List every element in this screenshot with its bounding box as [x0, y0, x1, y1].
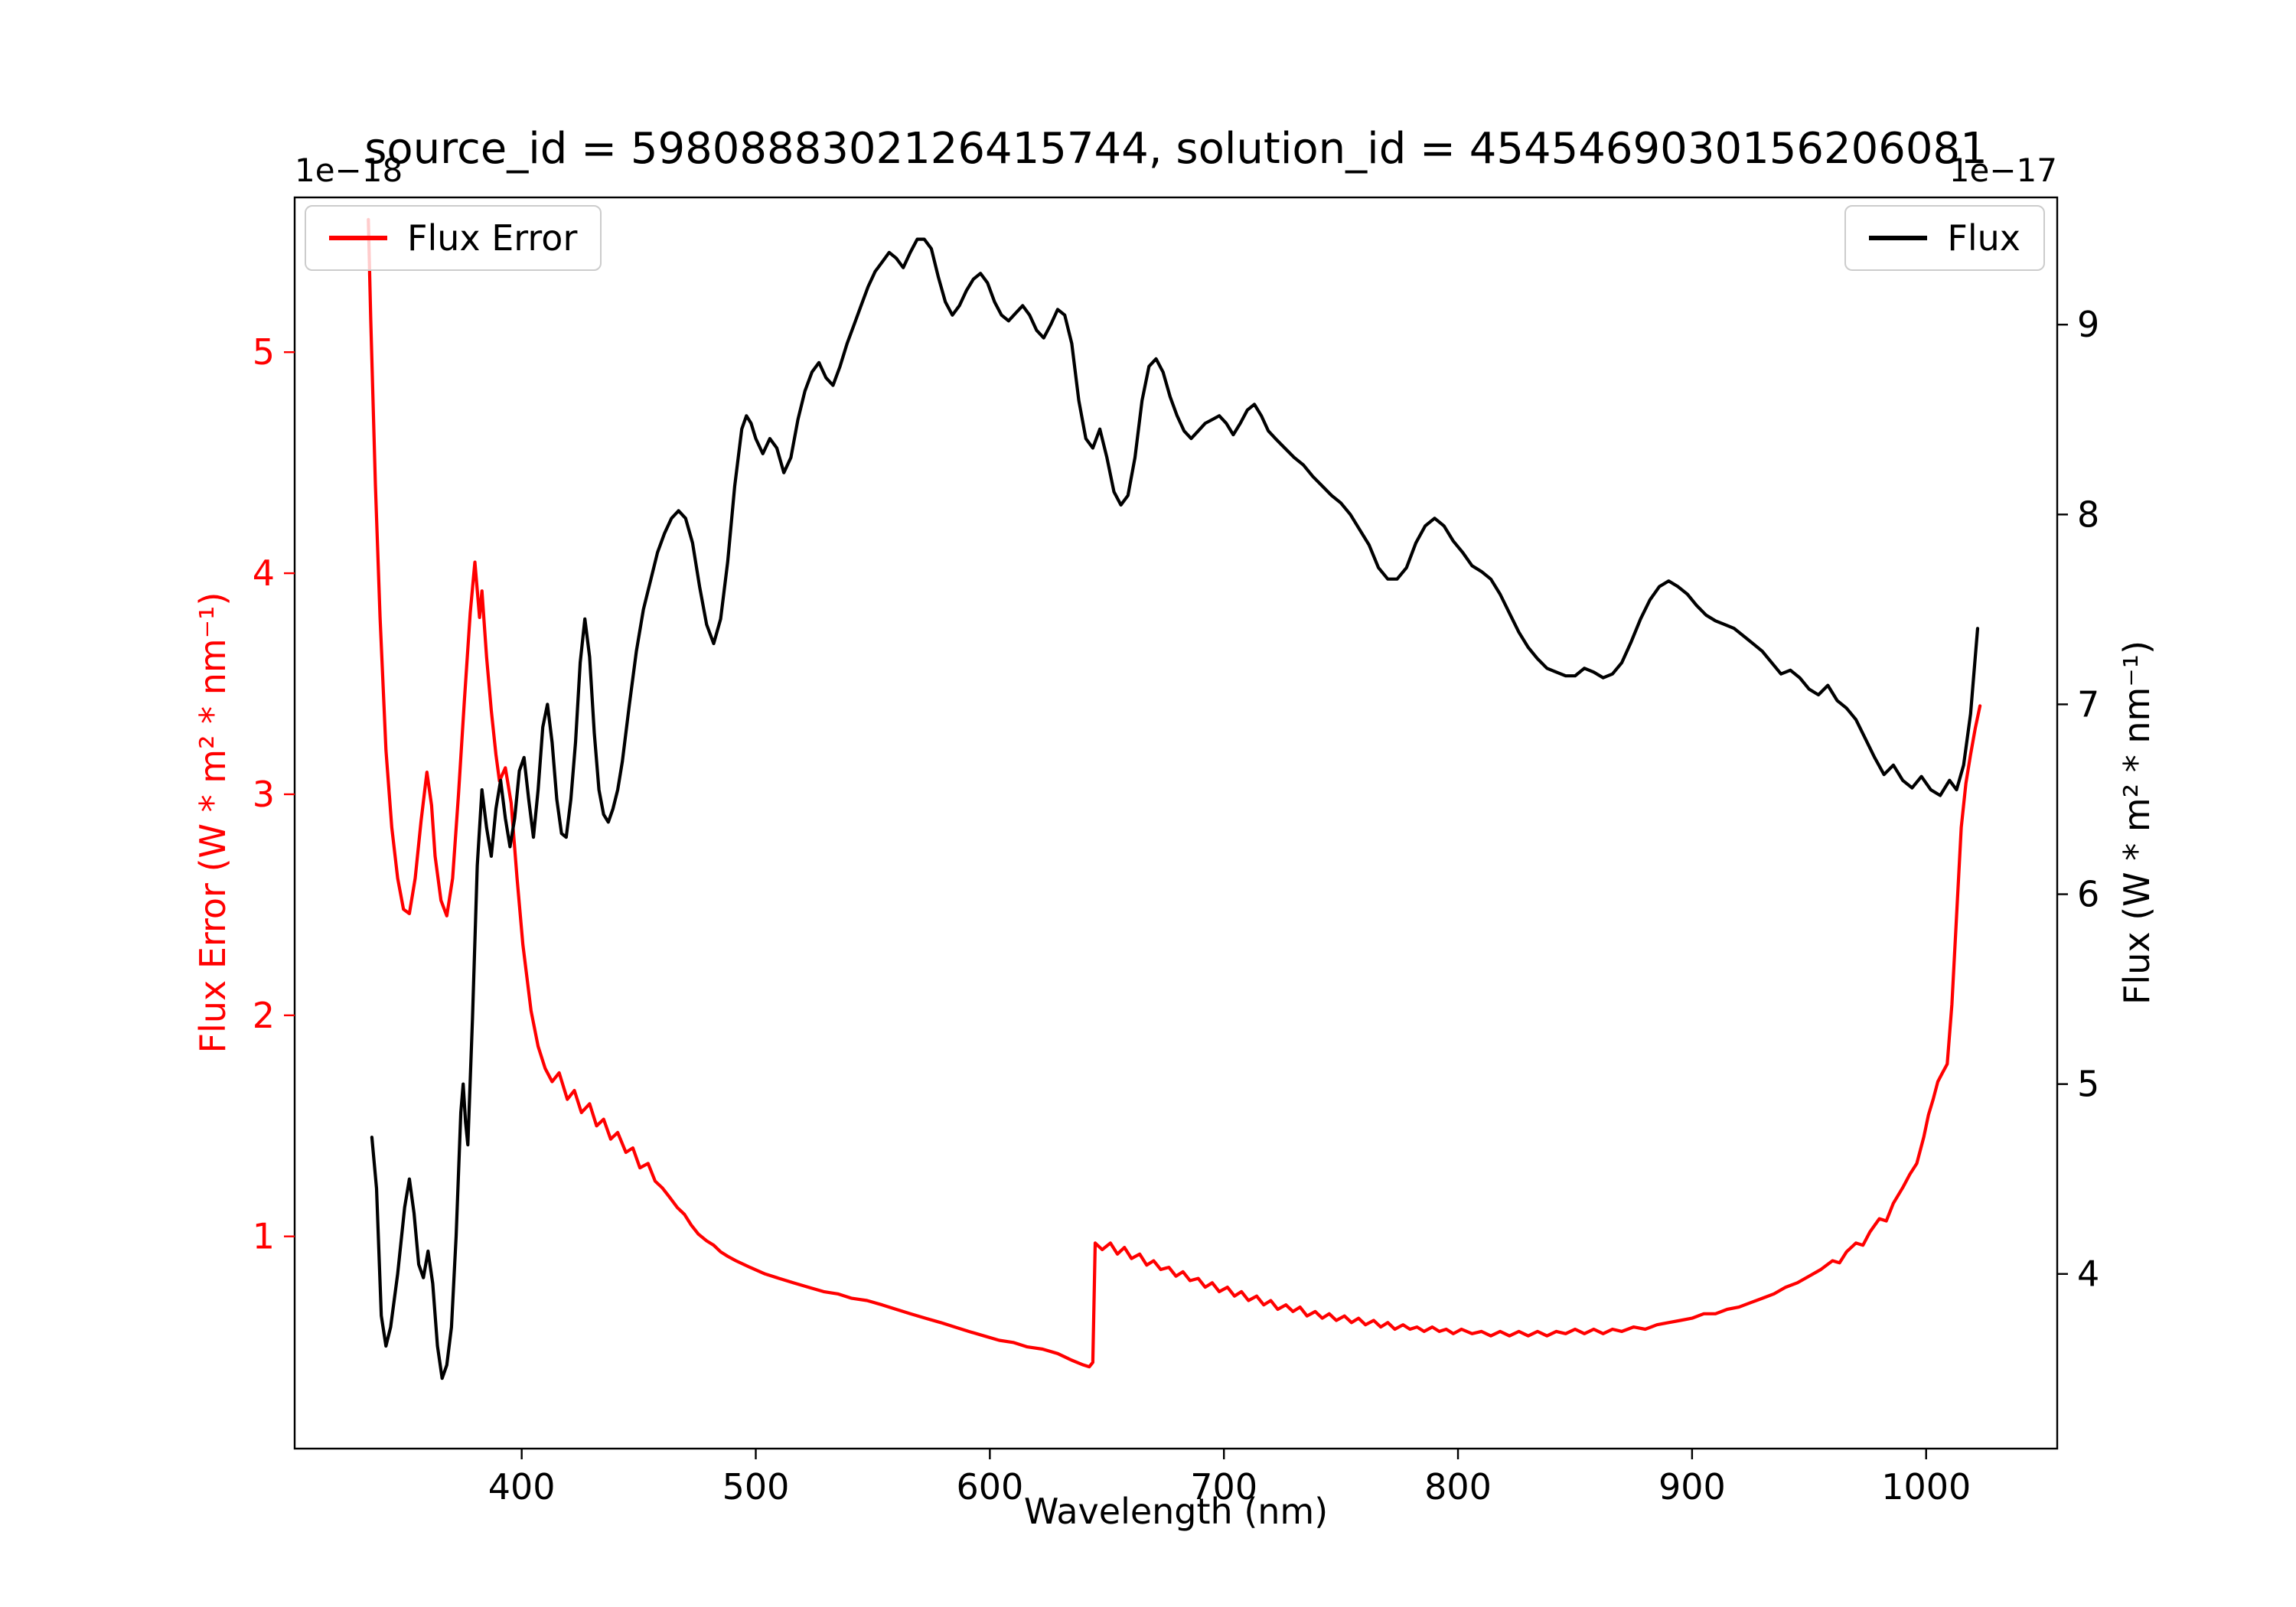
- x-tick-label: 600: [956, 1466, 1023, 1508]
- axes-frame: [293, 196, 2059, 1450]
- flux-error-line: [367, 217, 1982, 1369]
- x-tick-label: 500: [722, 1466, 790, 1508]
- flux-legend-label: Flux: [1947, 217, 2020, 259]
- right-tick-label: 9: [2077, 304, 2099, 345]
- right-tick-label: 5: [2077, 1064, 2099, 1105]
- flux-line: [370, 237, 1980, 1380]
- flux-legend-line: [1869, 236, 1928, 240]
- x-tick-label: 700: [1190, 1466, 1257, 1508]
- left-ticks: 1 2 3 4 5: [253, 331, 295, 1257]
- legend-flux-error: Flux Error: [305, 205, 602, 271]
- flux-error-legend-line: [329, 236, 387, 240]
- right-tick-label: 8: [2077, 494, 2099, 535]
- right-tick-label: 7: [2077, 683, 2099, 725]
- left-tick-label: 1: [253, 1216, 275, 1257]
- left-axis-offset-label: 1e−18: [295, 152, 403, 189]
- x-ticks: 400 500 600 700 800 900 1000: [488, 1449, 1971, 1508]
- right-tick-label: 4: [2077, 1253, 2099, 1295]
- left-axis-label: Flux Error (W * m² * nm⁻¹): [192, 592, 233, 1054]
- x-tick-label: 900: [1658, 1466, 1726, 1508]
- x-tick-label: 800: [1424, 1466, 1492, 1508]
- right-ticks: 4 5 6 7 8 9: [2057, 304, 2099, 1295]
- left-tick-label: 2: [253, 995, 275, 1036]
- flux-error-legend-label: Flux Error: [407, 217, 578, 259]
- left-tick-label: 5: [253, 331, 275, 373]
- x-tick-label: 1000: [1881, 1466, 1971, 1508]
- x-tick-label: 400: [488, 1466, 556, 1508]
- left-tick-label: 4: [253, 553, 275, 594]
- chart-title: source_id = 5980888302126415744, solutio…: [364, 124, 1988, 174]
- right-axis-offset-label: 1e−17: [1949, 152, 2057, 189]
- legend-flux: Flux: [1844, 205, 2045, 271]
- x-axis-label: Wavelength (nm): [1023, 1491, 1329, 1532]
- right-axis-label: Flux (W * m² * nm⁻¹): [2116, 640, 2157, 1006]
- left-tick-label: 3: [253, 774, 275, 815]
- right-tick-label: 6: [2077, 874, 2099, 915]
